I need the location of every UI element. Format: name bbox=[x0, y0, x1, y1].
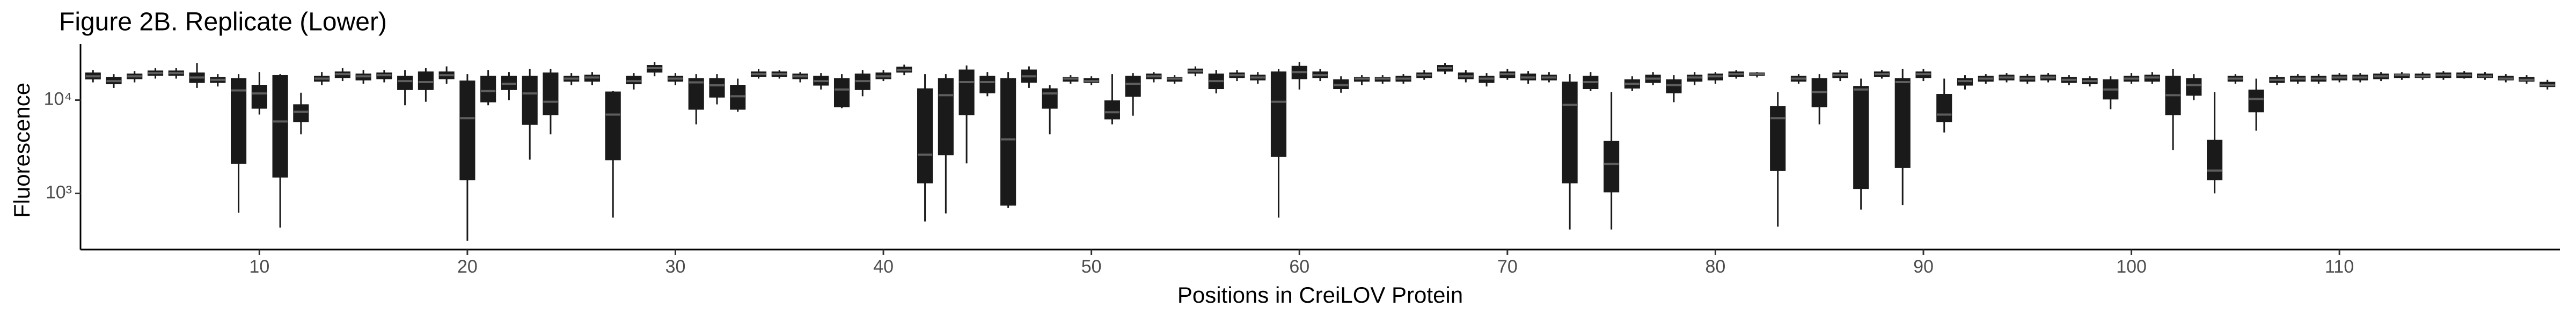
x-tick-label: 50 bbox=[1081, 257, 1102, 277]
chart-title: Figure 2B. Replicate (Lower) bbox=[59, 8, 387, 36]
box bbox=[1770, 106, 1786, 171]
box bbox=[605, 91, 621, 160]
box bbox=[251, 85, 267, 109]
box bbox=[418, 71, 434, 90]
box bbox=[293, 104, 309, 122]
x-tick-label: 90 bbox=[1913, 257, 1934, 277]
box bbox=[2248, 89, 2264, 113]
box bbox=[917, 88, 933, 184]
y-tick-label: 10⁴ bbox=[44, 89, 72, 109]
x-axis-label: Positions in CreiLOV Protein bbox=[1177, 282, 1463, 308]
x-tick-label: 60 bbox=[1289, 257, 1309, 277]
box bbox=[272, 75, 288, 178]
box bbox=[1894, 78, 1911, 168]
box bbox=[979, 76, 996, 93]
x-tick-label: 70 bbox=[1497, 257, 1518, 277]
box bbox=[459, 80, 475, 180]
box bbox=[397, 76, 413, 90]
box bbox=[1104, 100, 1120, 120]
box bbox=[1270, 71, 1287, 157]
x-tick-label: 20 bbox=[457, 257, 478, 277]
y-axis-label: Fluorescence bbox=[9, 83, 34, 218]
box bbox=[688, 78, 704, 110]
box bbox=[480, 76, 496, 103]
x-tick-label: 80 bbox=[1705, 257, 1725, 277]
y-tick-label: 10³ bbox=[46, 182, 72, 202]
box bbox=[230, 78, 247, 164]
box bbox=[1666, 79, 1682, 93]
box bbox=[1853, 86, 1869, 189]
box bbox=[2207, 140, 2223, 180]
box bbox=[1604, 141, 1620, 193]
box bbox=[1000, 78, 1016, 206]
box bbox=[626, 76, 642, 84]
x-tick-label: 100 bbox=[2116, 257, 2147, 277]
box bbox=[833, 78, 850, 107]
box bbox=[709, 78, 725, 98]
box bbox=[958, 69, 975, 115]
x-tick-label: 10 bbox=[249, 257, 269, 277]
x-tick-label: 30 bbox=[665, 257, 686, 277]
box bbox=[1936, 94, 1952, 122]
x-tick-label: 110 bbox=[2325, 257, 2354, 277]
box bbox=[1042, 88, 1058, 109]
box bbox=[1125, 76, 1141, 97]
box bbox=[522, 76, 538, 125]
box bbox=[2186, 78, 2202, 96]
box bbox=[543, 72, 559, 115]
x-tick-label: 40 bbox=[873, 257, 894, 277]
box bbox=[1562, 81, 1578, 184]
box bbox=[938, 78, 954, 156]
